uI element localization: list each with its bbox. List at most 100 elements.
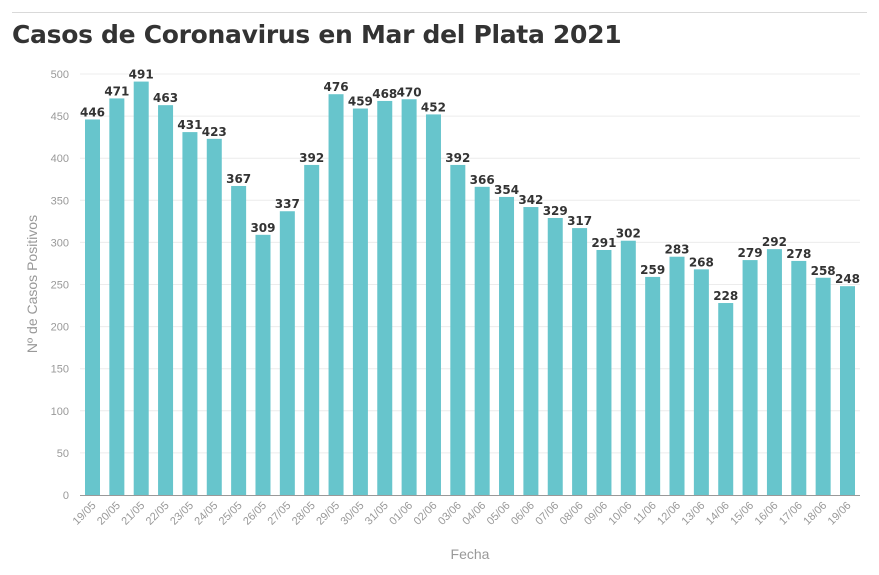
bar-27/05 <box>279 211 295 495</box>
x-tick-label: 26/05 <box>241 500 269 528</box>
bar-19/06 <box>840 286 855 495</box>
bar-31/05 <box>377 100 393 495</box>
bar-01/06 <box>401 99 417 495</box>
x-tick-label: 24/05 <box>192 500 220 528</box>
x-tick-label: 12/06 <box>655 500 683 528</box>
x-tick-label: 28/05 <box>290 500 318 528</box>
data-label: 459 <box>348 95 373 109</box>
y-tick-label: 400 <box>51 153 69 165</box>
x-tick-label: 25/05 <box>217 500 245 528</box>
x-tick-label: 14/06 <box>704 500 732 528</box>
x-tick-label: 03/06 <box>436 500 464 528</box>
data-label: 283 <box>664 243 689 257</box>
data-label: 431 <box>177 118 202 132</box>
data-label: 342 <box>518 193 543 207</box>
bar-21/05 <box>133 81 149 495</box>
data-label: 392 <box>299 151 324 165</box>
x-tick-label: 05/06 <box>485 500 513 528</box>
x-tick-label: 22/05 <box>144 500 172 528</box>
x-axis-title: Fecha <box>451 546 490 562</box>
data-label: 367 <box>226 172 251 186</box>
chart-title: Casos de Coronavirus en Mar del Plata 20… <box>12 20 622 49</box>
x-tick-label: 16/06 <box>753 500 781 528</box>
bar-06/06 <box>523 207 539 495</box>
x-tick-label: 13/06 <box>680 500 708 528</box>
x-tick-label: 07/06 <box>533 500 561 528</box>
bar-11/06 <box>645 276 661 495</box>
x-tick-label: 08/06 <box>558 500 586 528</box>
data-label: 268 <box>689 255 714 269</box>
bar-19/05 <box>85 119 100 495</box>
bar-24/05 <box>206 138 222 496</box>
y-axis-title: Nº de Casos Positivos <box>24 215 40 353</box>
x-tick-label: 19/05 <box>71 500 99 528</box>
y-tick-label: 500 <box>51 69 69 81</box>
bar-16/06 <box>766 249 782 495</box>
x-tick-label: 21/05 <box>119 500 147 528</box>
bars <box>85 81 855 496</box>
data-label: 491 <box>129 68 154 82</box>
bar-05/06 <box>499 196 515 495</box>
data-label: 463 <box>153 91 178 105</box>
bar-23/05 <box>182 132 198 495</box>
bar-04/06 <box>474 186 490 495</box>
x-tick-label: 10/06 <box>606 500 634 528</box>
bar-07/06 <box>547 217 563 495</box>
bar-26/05 <box>255 234 271 495</box>
x-tick-label: 11/06 <box>631 500 658 527</box>
x-tick-label: 30/05 <box>339 500 367 528</box>
y-tick-label: 0 <box>63 490 69 502</box>
x-tick-label: 29/05 <box>314 500 342 528</box>
data-label: 452 <box>421 100 446 114</box>
data-label: 423 <box>202 125 227 139</box>
data-label: 337 <box>275 197 300 211</box>
data-label: 279 <box>738 246 763 260</box>
data-label: 317 <box>567 214 592 228</box>
data-label: 470 <box>397 85 422 99</box>
y-tick-label: 350 <box>51 195 69 207</box>
bar-17/06 <box>791 260 807 495</box>
data-label: 292 <box>762 235 787 249</box>
x-axis-ticks: 19/0520/0521/0522/0523/0524/0525/0526/05… <box>71 500 854 528</box>
y-tick-label: 100 <box>51 406 69 418</box>
data-label: 309 <box>250 221 275 235</box>
bar-12/06 <box>669 256 685 495</box>
y-tick-label: 450 <box>51 111 69 123</box>
data-label: 471 <box>104 84 129 98</box>
bar-22/05 <box>158 105 174 496</box>
bar-30/05 <box>352 108 368 495</box>
data-label: 468 <box>372 87 397 101</box>
top-divider <box>12 12 867 13</box>
bar-15/06 <box>742 260 758 495</box>
x-tick-label: 04/06 <box>460 500 488 528</box>
data-label: 329 <box>543 204 568 218</box>
data-label: 291 <box>591 236 616 250</box>
y-tick-label: 250 <box>51 280 69 292</box>
y-tick-label: 150 <box>51 364 69 376</box>
data-label: 228 <box>713 289 738 303</box>
y-axis-ticks: 0 50 100 150 200 250 300 350 400 450 500 <box>51 69 69 502</box>
bar-25/05 <box>231 185 247 495</box>
bar-28/05 <box>304 164 320 495</box>
bar-18/06 <box>815 277 831 495</box>
data-label: 446 <box>80 105 105 119</box>
y-tick-label: 300 <box>51 237 69 249</box>
x-tick-label: 01/06 <box>387 500 415 528</box>
bar-20/05 <box>109 98 125 495</box>
y-tick-label: 200 <box>51 322 69 334</box>
x-tick-label: 17/06 <box>777 500 805 528</box>
x-tick-label: 27/05 <box>266 500 294 528</box>
x-tick-label: 09/06 <box>582 500 610 528</box>
x-tick-label: 20/05 <box>95 500 123 528</box>
data-label: 258 <box>811 264 836 278</box>
bar-08/06 <box>572 228 588 495</box>
x-tick-label: 06/06 <box>509 500 537 528</box>
x-tick-label: 31/05 <box>363 500 391 528</box>
data-label: 259 <box>640 263 665 277</box>
x-tick-label: 19/06 <box>826 500 854 528</box>
bar-13/06 <box>693 269 709 495</box>
data-label: 366 <box>470 173 495 187</box>
x-tick-label: 18/06 <box>801 500 829 528</box>
